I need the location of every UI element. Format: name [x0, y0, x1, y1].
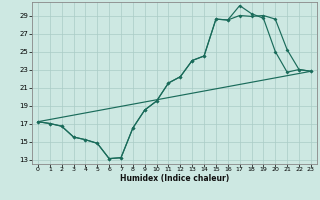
X-axis label: Humidex (Indice chaleur): Humidex (Indice chaleur): [120, 174, 229, 183]
